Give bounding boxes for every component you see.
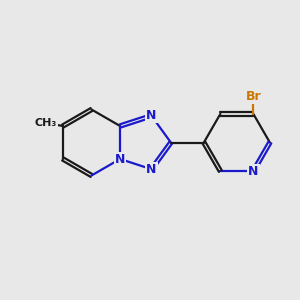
Text: Br: Br [245,90,261,103]
Text: N: N [146,163,157,176]
Text: N: N [115,152,125,166]
Text: N: N [146,109,157,122]
Text: N: N [248,165,259,178]
Text: CH₃: CH₃ [34,118,57,128]
